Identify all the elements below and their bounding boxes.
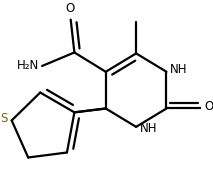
Text: O: O (65, 2, 74, 15)
Text: S: S (1, 112, 8, 125)
Text: NH: NH (140, 122, 157, 135)
Text: H₂N: H₂N (17, 59, 39, 73)
Text: O: O (204, 100, 213, 113)
Text: NH: NH (170, 63, 188, 76)
